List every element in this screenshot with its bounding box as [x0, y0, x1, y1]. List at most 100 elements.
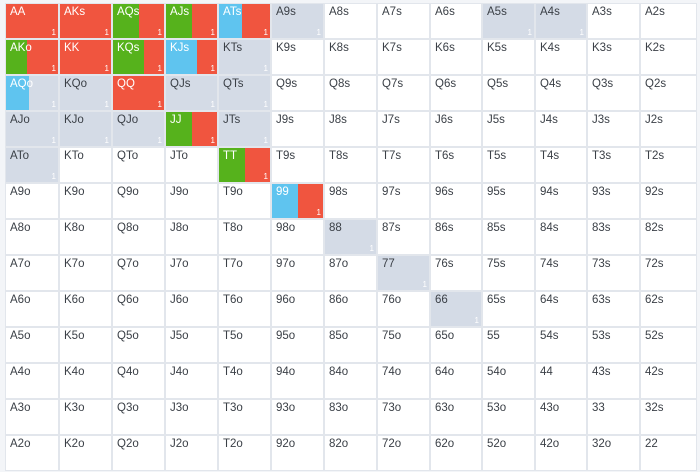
hand-cell-ato[interactable]: 1 ATo [5, 147, 59, 183]
hand-cell-a5o[interactable]: A5o [5, 327, 59, 363]
hand-cell-j8s[interactable]: J8s [324, 111, 377, 147]
hand-cell-77[interactable]: 1 77 [377, 255, 430, 291]
hand-cell-j6o[interactable]: J6o [165, 291, 218, 327]
hand-cell-74s[interactable]: 74s [535, 255, 587, 291]
hand-cell-92o[interactable]: 92o [271, 435, 324, 471]
hand-cell-j7s[interactable]: J7s [377, 111, 430, 147]
hand-cell-75o[interactable]: 75o [377, 327, 430, 363]
hand-cell-q8s[interactable]: Q8s [324, 75, 377, 111]
hand-cell-q2s[interactable]: Q2s [640, 75, 697, 111]
hand-cell-64s[interactable]: 64s [535, 291, 587, 327]
hand-cell-86o[interactable]: 86o [324, 291, 377, 327]
hand-cell-j9o[interactable]: J9o [165, 183, 218, 219]
hand-cell-53s[interactable]: 53s [587, 327, 640, 363]
hand-cell-t6o[interactable]: T6o [218, 291, 271, 327]
hand-cell-43s[interactable]: 43s [587, 363, 640, 399]
hand-cell-76o[interactable]: 76o [377, 291, 430, 327]
hand-cell-q3s[interactable]: Q3s [587, 75, 640, 111]
hand-cell-92s[interactable]: 92s [640, 183, 697, 219]
hand-cell-q6o[interactable]: Q6o [112, 291, 165, 327]
hand-cell-t5s[interactable]: T5s [482, 147, 535, 183]
hand-cell-q9s[interactable]: Q9s [271, 75, 324, 111]
hand-cell-j5s[interactable]: J5s [482, 111, 535, 147]
hand-cell-65o[interactable]: 65o [430, 327, 482, 363]
hand-cell-k8s[interactable]: K8s [324, 39, 377, 75]
hand-cell-qq[interactable]: 1 QQ [112, 75, 165, 111]
hand-cell-ako[interactable]: 1 AKo [5, 39, 59, 75]
hand-cell-83o[interactable]: 83o [324, 399, 377, 435]
hand-cell-jts[interactable]: 1 JTs [218, 111, 271, 147]
hand-cell-jj[interactable]: 1 JJ [165, 111, 218, 147]
hand-cell-a6o[interactable]: A6o [5, 291, 59, 327]
hand-cell-qjo[interactable]: 1 QJo [112, 111, 165, 147]
hand-cell-aks[interactable]: 1 AKs [59, 3, 112, 39]
hand-cell-q7o[interactable]: Q7o [112, 255, 165, 291]
hand-cell-85o[interactable]: 85o [324, 327, 377, 363]
hand-cell-a9o[interactable]: A9o [5, 183, 59, 219]
hand-cell-q9o[interactable]: Q9o [112, 183, 165, 219]
hand-cell-q3o[interactable]: Q3o [112, 399, 165, 435]
hand-cell-k3s[interactable]: K3s [587, 39, 640, 75]
hand-cell-a4o[interactable]: A4o [5, 363, 59, 399]
hand-cell-kjs[interactable]: 1 KJs [165, 39, 218, 75]
hand-cell-t2o[interactable]: T2o [218, 435, 271, 471]
hand-cell-q4s[interactable]: Q4s [535, 75, 587, 111]
hand-cell-87s[interactable]: 87s [377, 219, 430, 255]
hand-cell-k5s[interactable]: K5s [482, 39, 535, 75]
hand-cell-32o[interactable]: 32o [587, 435, 640, 471]
hand-cell-55[interactable]: 55 [482, 327, 535, 363]
hand-cell-88[interactable]: 1 88 [324, 219, 377, 255]
hand-cell-98o[interactable]: 98o [271, 219, 324, 255]
hand-cell-t2s[interactable]: T2s [640, 147, 697, 183]
hand-cell-k9s[interactable]: K9s [271, 39, 324, 75]
hand-cell-62s[interactable]: 62s [640, 291, 697, 327]
hand-cell-t4o[interactable]: T4o [218, 363, 271, 399]
hand-cell-t8o[interactable]: T8o [218, 219, 271, 255]
hand-cell-t4s[interactable]: T4s [535, 147, 587, 183]
hand-cell-a7o[interactable]: A7o [5, 255, 59, 291]
hand-cell-q7s[interactable]: Q7s [377, 75, 430, 111]
hand-cell-t3o[interactable]: T3o [218, 399, 271, 435]
hand-cell-q6s[interactable]: Q6s [430, 75, 482, 111]
hand-cell-kk[interactable]: 1 KK [59, 39, 112, 75]
hand-cell-75s[interactable]: 75s [482, 255, 535, 291]
hand-cell-aqs[interactable]: 1 AQs [112, 3, 165, 39]
hand-cell-72s[interactable]: 72s [640, 255, 697, 291]
hand-cell-t6s[interactable]: T6s [430, 147, 482, 183]
hand-cell-ajo[interactable]: 1 AJo [5, 111, 59, 147]
hand-cell-a5s[interactable]: 1 A5s [482, 3, 535, 39]
hand-cell-93o[interactable]: 93o [271, 399, 324, 435]
hand-cell-54s[interactable]: 54s [535, 327, 587, 363]
hand-cell-jto[interactable]: JTo [165, 147, 218, 183]
hand-cell-kjo[interactable]: 1 KJo [59, 111, 112, 147]
hand-cell-84o[interactable]: 84o [324, 363, 377, 399]
hand-cell-j4s[interactable]: J4s [535, 111, 587, 147]
hand-cell-53o[interactable]: 53o [482, 399, 535, 435]
hand-cell-j8o[interactable]: J8o [165, 219, 218, 255]
hand-cell-42s[interactable]: 42s [640, 363, 697, 399]
hand-cell-kqo[interactable]: 1 KQo [59, 75, 112, 111]
hand-cell-a3s[interactable]: A3s [587, 3, 640, 39]
hand-cell-j3o[interactable]: J3o [165, 399, 218, 435]
hand-cell-j4o[interactable]: J4o [165, 363, 218, 399]
hand-cell-k6o[interactable]: K6o [59, 291, 112, 327]
hand-cell-84s[interactable]: 84s [535, 219, 587, 255]
hand-cell-q5o[interactable]: Q5o [112, 327, 165, 363]
hand-cell-kqs[interactable]: 1 KQs [112, 39, 165, 75]
hand-cell-k7o[interactable]: K7o [59, 255, 112, 291]
hand-cell-k5o[interactable]: K5o [59, 327, 112, 363]
hand-cell-66[interactable]: 1 66 [430, 291, 482, 327]
hand-cell-kts[interactable]: 1 KTs [218, 39, 271, 75]
hand-cell-74o[interactable]: 74o [377, 363, 430, 399]
hand-cell-54o[interactable]: 54o [482, 363, 535, 399]
hand-cell-k2o[interactable]: K2o [59, 435, 112, 471]
hand-cell-87o[interactable]: 87o [324, 255, 377, 291]
hand-cell-qts[interactable]: 1 QTs [218, 75, 271, 111]
hand-cell-ats[interactable]: 1 ATs [218, 3, 271, 39]
hand-cell-a8o[interactable]: A8o [5, 219, 59, 255]
hand-cell-33[interactable]: 33 [587, 399, 640, 435]
hand-cell-qto[interactable]: QTo [112, 147, 165, 183]
hand-cell-73s[interactable]: 73s [587, 255, 640, 291]
hand-cell-97o[interactable]: 97o [271, 255, 324, 291]
hand-cell-73o[interactable]: 73o [377, 399, 430, 435]
